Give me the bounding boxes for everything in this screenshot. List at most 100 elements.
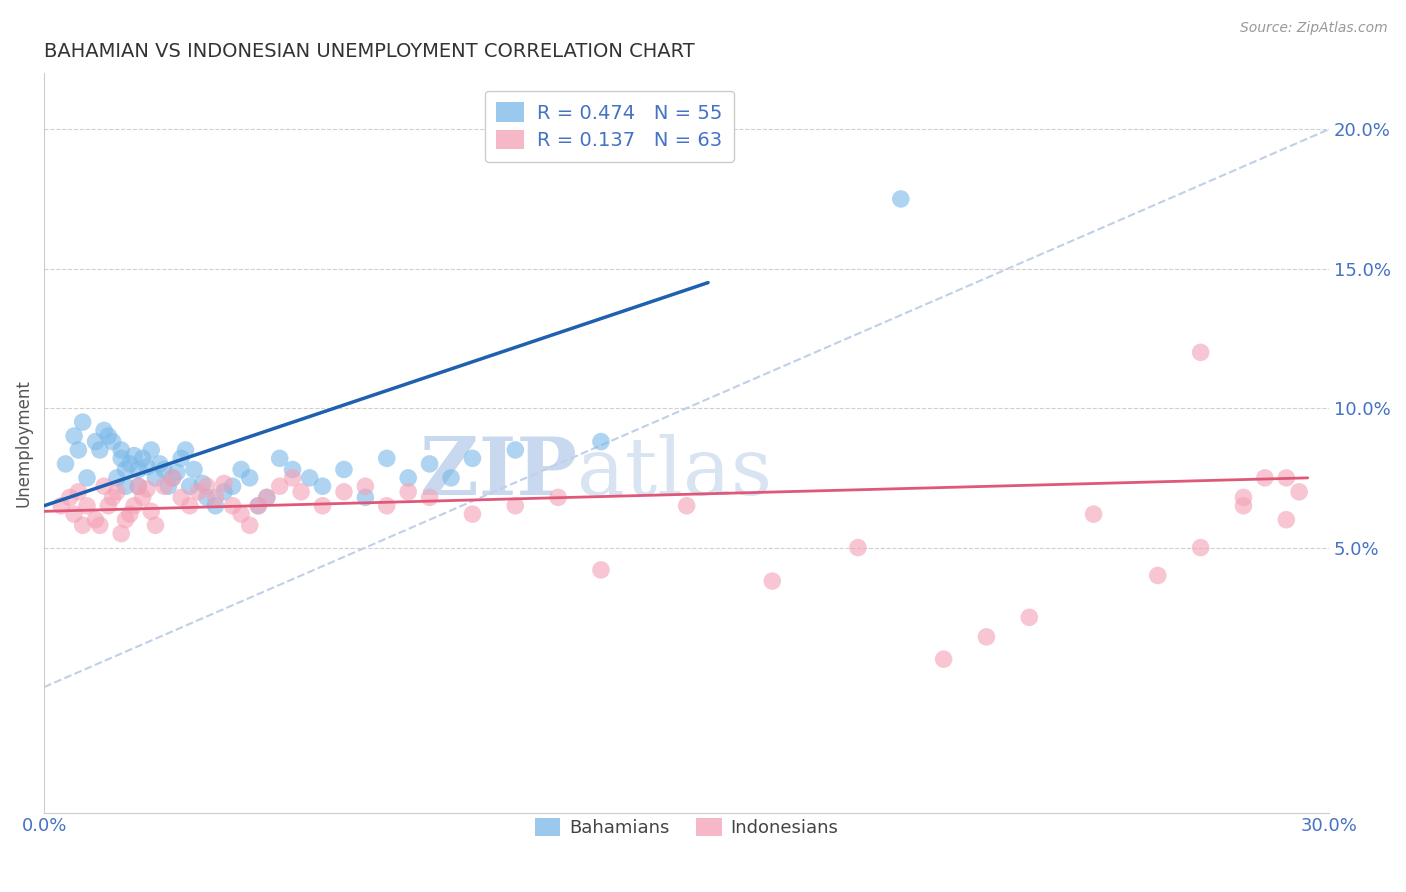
Point [231,462,253,476]
Point [1189,345,1212,359]
Point [281,471,304,485]
Point [131,491,153,505]
Point [503,442,526,457]
Point [195,491,218,505]
Point [89,518,111,533]
Y-axis label: Unemployment: Unemployment [15,379,32,507]
Point [72,518,94,533]
Point [675,499,697,513]
Point [145,518,167,533]
Point [1254,471,1277,485]
Point [105,484,128,499]
Point [311,479,333,493]
Point [118,457,141,471]
Point [131,451,153,466]
Point [221,479,243,493]
Point [127,479,149,493]
Point [204,499,226,513]
Point [191,476,214,491]
Point [247,499,270,513]
Point [183,462,205,476]
Point [1275,471,1298,485]
Point [846,541,869,555]
Point [1018,610,1040,624]
Point [281,462,304,476]
Point [135,482,157,496]
Point [97,499,120,513]
Point [419,457,441,471]
Point [84,434,107,449]
Text: Source: ZipAtlas.com: Source: ZipAtlas.com [1240,21,1388,35]
Point [461,451,484,466]
Point [166,465,188,479]
Point [141,504,163,518]
Point [162,471,184,485]
Point [396,484,419,499]
Point [114,462,136,476]
Point [976,630,998,644]
Point [354,491,377,505]
Point [118,507,141,521]
Point [461,507,484,521]
Point [127,462,149,476]
Point [63,429,86,443]
Point [127,479,149,493]
Point [212,476,235,491]
Point [239,471,262,485]
Point [97,429,120,443]
Point [354,479,377,493]
Point [204,491,226,505]
Point [76,471,98,485]
Point [101,491,124,505]
Point [1275,513,1298,527]
Point [72,415,94,429]
Point [298,471,321,485]
Point [890,192,912,206]
Point [589,434,612,449]
Point [311,499,333,513]
Text: atlas: atlas [578,434,772,512]
Point [84,513,107,527]
Point [153,462,176,476]
Point [290,484,312,499]
Point [375,451,398,466]
Point [149,457,172,471]
Point [114,479,136,493]
Point [221,499,243,513]
Point [114,513,136,527]
Point [110,451,132,466]
Point [59,491,82,505]
Point [333,484,356,499]
Point [67,442,90,457]
Point [51,499,73,513]
Point [375,499,398,513]
Point [76,499,98,513]
Point [932,652,955,666]
Point [195,479,218,493]
Point [63,507,86,521]
Point [122,449,145,463]
Point [239,518,262,533]
Point [157,479,180,493]
Point [333,462,356,476]
Point [55,457,77,471]
Point [153,479,176,493]
Point [440,471,463,485]
Point [419,491,441,505]
Point [1232,499,1254,513]
Point [269,479,291,493]
Point [1232,491,1254,505]
Point [93,479,115,493]
Point [187,484,209,499]
Point [170,451,193,466]
Point [1146,568,1168,582]
Point [122,499,145,513]
Point [1083,507,1105,521]
Point [247,499,270,513]
Point [212,484,235,499]
Point [547,491,569,505]
Text: ZIP: ZIP [420,434,578,512]
Point [589,563,612,577]
Point [101,434,124,449]
Point [256,491,278,505]
